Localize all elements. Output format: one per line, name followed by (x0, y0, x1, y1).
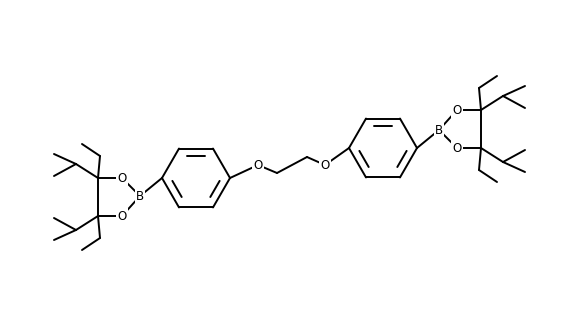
Text: O: O (452, 103, 462, 117)
Text: O: O (118, 172, 126, 185)
Text: B: B (435, 124, 443, 137)
Text: O: O (253, 158, 263, 172)
Text: B: B (136, 190, 144, 203)
Text: O: O (452, 141, 462, 155)
Text: O: O (320, 158, 330, 172)
Text: O: O (118, 210, 126, 223)
